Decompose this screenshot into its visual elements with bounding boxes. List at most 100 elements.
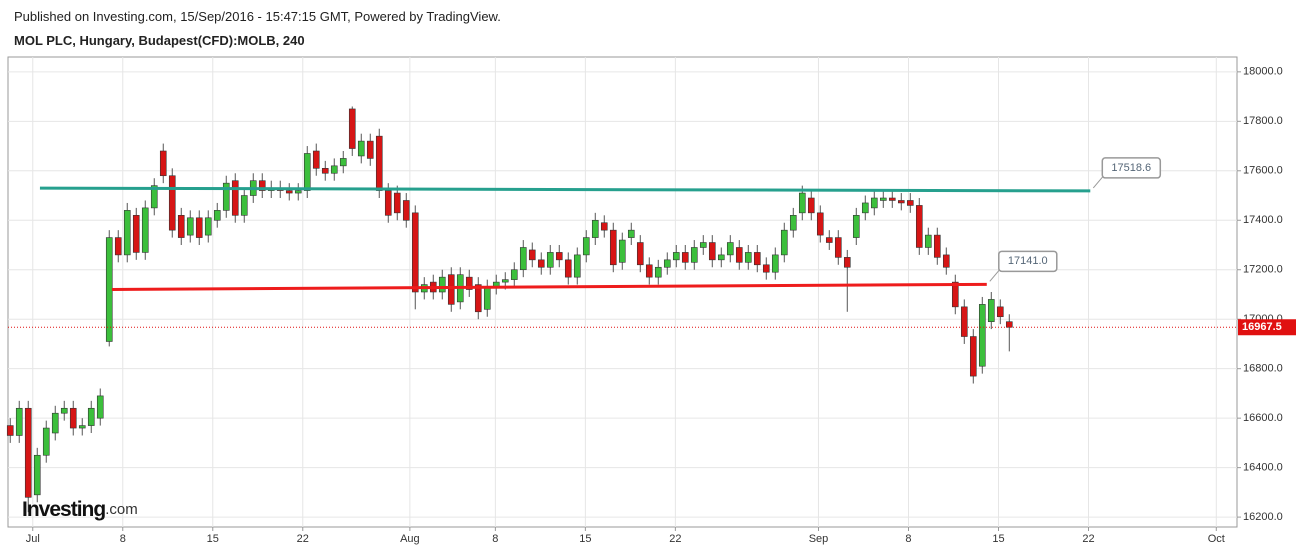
candle-body [42,427,50,456]
last-price-label: 16967.5 [1242,321,1282,333]
candle-body [132,215,140,253]
candle-body [681,252,689,263]
candle-body [807,197,815,214]
y-tick-label: 17400.0 [1243,214,1283,226]
candle-body [789,215,797,231]
candle-body [15,407,23,436]
x-tick-label: 15 [207,533,219,545]
candle-body [204,217,212,236]
candle-body [951,281,959,308]
x-tick-label: 15 [579,533,591,545]
candle-body [852,215,860,238]
candle-body [78,425,86,429]
candle-body [996,306,1004,318]
candle-body [528,249,536,261]
candle-body [114,237,122,256]
candle-body [60,407,68,414]
plot-frame [7,56,1238,528]
candle-body [177,215,185,238]
candle-body [303,153,311,191]
candle-body [330,165,338,174]
candle-body [825,237,833,243]
candle-body [762,264,770,273]
candle-body [141,207,149,253]
x-tick-label: 8 [905,533,911,545]
candle-body [708,242,716,261]
candle-body [402,200,410,221]
y-tick-label: 17800.0 [1243,115,1283,127]
candle-body [168,175,176,231]
candle-body [213,210,221,221]
candle-body [897,200,905,204]
y-tick-label: 16600.0 [1243,412,1283,424]
candle-body [465,276,473,290]
candle-body [150,185,158,209]
callout-label: 17518.6 [1111,162,1151,174]
candle-body [240,195,248,216]
candle-body [654,266,662,278]
candle-body [447,274,455,305]
y-tick-label: 17600.0 [1243,165,1283,177]
candle-body [636,242,644,266]
y-tick-label: 18000.0 [1243,66,1283,78]
candle-body [717,254,725,261]
candle-body [663,259,671,268]
published-note: Published on Investing.com, 15/Sep/2016 … [14,9,501,24]
candle-body [690,247,698,263]
candle-body [627,229,635,238]
candle-body [483,286,491,310]
candle-body [519,247,527,271]
candle-body [357,140,365,157]
candle-body [879,197,887,201]
candle-body [609,229,617,266]
candle-body [915,205,923,248]
candle-body [861,202,869,214]
candle-body [843,257,851,268]
candle-body [474,284,482,313]
candle-body [339,158,347,167]
candle-body [186,217,194,236]
candle-body [699,242,707,248]
candle-body [798,192,806,214]
trendline [39,186,1091,193]
candle-body [942,254,950,268]
callout-box [1101,157,1162,179]
y-tick-label: 16200.0 [1243,511,1283,523]
logo: Investing.com [22,498,138,521]
candle-body [591,219,599,238]
candle-body [906,200,914,206]
candle-body [105,237,113,342]
y-tick-label: 16400.0 [1243,462,1283,474]
candle-body [888,197,896,201]
candle-body [258,180,266,191]
candle-body [411,212,419,293]
x-tick-label: 8 [492,533,498,545]
candle-body [726,242,734,256]
candle-body [321,168,329,174]
candle-body [510,269,518,280]
candle-body [978,304,986,367]
candle-body [753,252,761,266]
candle-body [573,254,581,278]
candle-body [960,306,968,337]
candle-body [87,407,95,426]
x-tick-label: Sep [809,533,829,545]
candle-body [222,182,230,211]
candle-body [735,247,743,263]
symbol-title: MOL PLC, Hungary, Budapest(CFD):MOLB, 24… [14,33,305,48]
candle-body [924,234,932,248]
candle-body [393,192,401,214]
candle-body [546,252,554,268]
candle-body [312,150,320,169]
x-tick-label: 22 [669,533,681,545]
candle-body [294,190,302,194]
candle-body [51,412,59,434]
candle-body [159,150,167,177]
candle-body [6,425,14,436]
x-tick-label: 15 [992,533,1004,545]
y-tick-label: 17200.0 [1243,264,1283,276]
candle-body [771,254,779,273]
candle-body [366,140,374,159]
candle-body [285,190,293,194]
